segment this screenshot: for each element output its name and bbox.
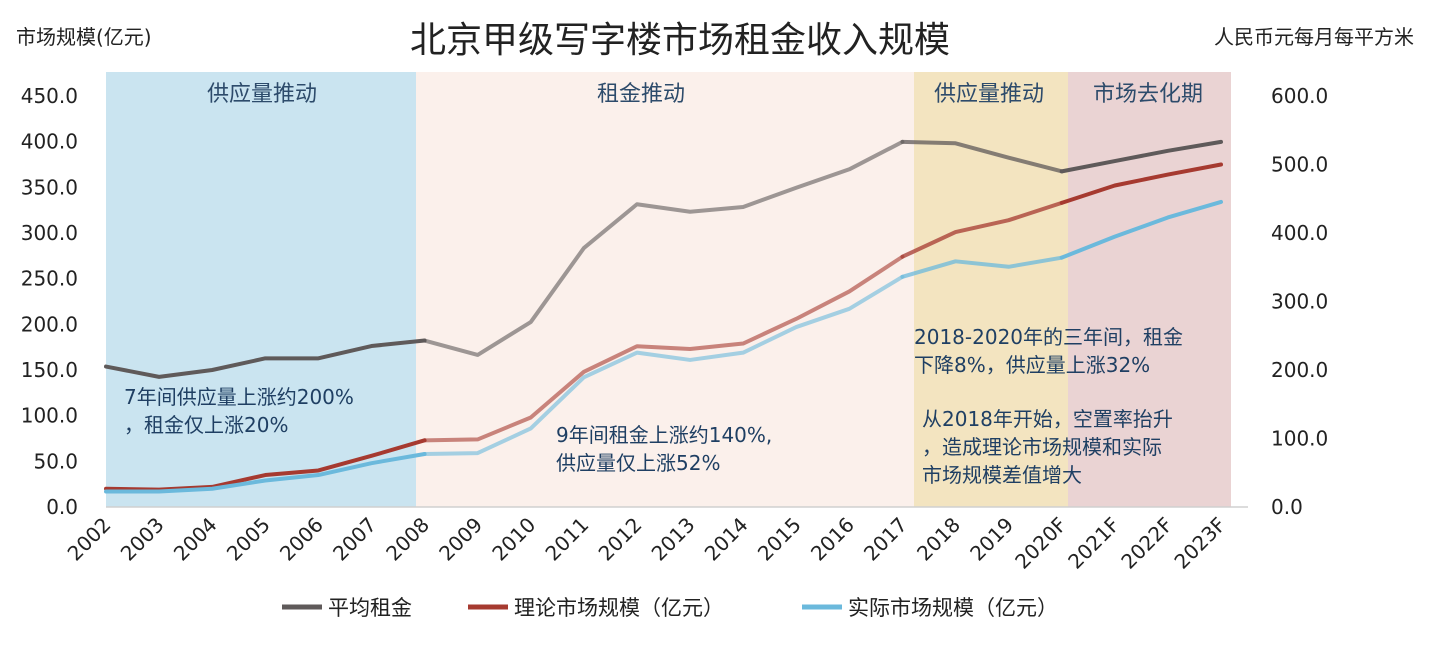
x-tick-label: 2015 [753,513,806,566]
phase-band-1 [416,72,914,507]
y-left-tick-label: 400.0 [21,130,78,154]
phase-bands: 供应量推动 租金推动 供应量推动 市场去化期 [106,72,1231,507]
x-tick-label: 2023F [1169,513,1230,574]
x-tick-label: 2016 [806,513,859,566]
phase-label-1: 租金推动 [597,82,685,107]
y-left-tick-label: 200.0 [21,312,78,336]
legend-label-1: 理论市场规模（亿元） [514,596,724,620]
chart-title: 北京甲级写字楼市场租金收入规模 [410,20,950,61]
y-left-tick-label: 450.0 [21,84,78,108]
y-right-tick-label: 400.0 [1271,221,1328,245]
chart-labels: 北京甲级写字楼市场租金收入规模 市场规模(亿元) 人民币元每月每平方米 7年间供应量上… [16,20,1414,487]
x-tick-label: 2008 [381,513,434,566]
annotation-1: 供应量仅上涨52% [556,451,720,475]
phase-label-2: 供应量推动 [934,82,1044,107]
annotation-0: 7年间供应量上涨约200% [124,385,354,409]
series-line-0 [1059,139,1223,174]
legend-label-0: 平均租金 [328,596,412,620]
phase-band-0 [106,72,416,507]
annotation-3: 市场规模差值增大 [922,463,1082,487]
series-line-1 [1059,162,1223,205]
x-tick-label: 2010 [487,513,540,566]
x-tick-label: 2004 [169,513,222,566]
y-left-tick-label: 250.0 [21,267,78,291]
series-lines [104,139,1223,494]
annotation-3: ，造成理论市场规模和实际 [922,435,1162,459]
series-line-0 [900,139,1064,174]
y-left-tick-label: 300.0 [21,221,78,245]
legend-label-2: 实际市场规模（亿元） [848,596,1058,620]
series-line-0 [422,139,905,357]
y-left-tick-label: 100.0 [21,404,78,428]
x-tick-label: 2011 [540,513,593,566]
y-right-tick-label: 300.0 [1271,290,1328,314]
x-tick-label: 2020F [1010,513,1071,574]
y-right-label: 人民币元每月每平方米 [1214,25,1414,49]
x-tick-label: 2022F [1116,513,1177,574]
x-tick-label: 2007 [328,513,381,566]
series-line-2 [422,274,905,457]
y-left-tick-label: 350.0 [21,175,78,199]
annotation-3: 从2018年开始，空置率抬升 [922,407,1173,431]
annotation-1: 9年间租金上涨约140%, [556,423,772,447]
y-right-tick-label: 500.0 [1271,153,1328,177]
x-tick-label: 2009 [434,513,487,566]
series-line-1 [422,254,905,443]
y-right-tick-label: 0.0 [1271,495,1303,519]
y-left-tick-label: 50.0 [33,449,78,473]
y-left-label: 市场规模(亿元) [16,25,152,49]
x-tick-label: 2006 [275,513,328,566]
y-right-tick-label: 200.0 [1271,358,1328,382]
series-line-1 [900,200,1064,259]
phase-label-3: 市场去化期 [1093,82,1203,107]
y-left-tick-label: 0.0 [46,495,78,519]
series-line-2 [1059,199,1223,260]
y-left-tick-label: 150.0 [21,358,78,382]
series-line-2 [900,255,1064,279]
x-tick-label: 2005 [222,513,275,566]
annotation-0: ，租金仅上涨20% [124,413,288,437]
x-tick-label: 2017 [859,513,912,566]
x-tick-label: 2003 [116,513,169,566]
x-tick-label: 2018 [912,513,965,566]
legend: 平均租金 理论市场规模（亿元） 实际市场规模（亿元） [282,596,1058,620]
x-tick-label: 2014 [700,513,753,566]
annotation-2: 2018-2020年的三年间，租金 [914,325,1183,349]
y-right-tick-label: 600.0 [1271,84,1328,108]
x-tick-label: 2012 [594,513,647,566]
annotation-2: 下降8%，供应量上涨32% [914,353,1150,377]
phase-label-0: 供应量推动 [207,82,317,107]
x-tick-label: 2002 [63,513,116,566]
x-tick-label: 2021F [1063,513,1124,574]
y-right-tick-label: 100.0 [1271,427,1328,451]
x-tick-label: 2013 [647,513,700,566]
